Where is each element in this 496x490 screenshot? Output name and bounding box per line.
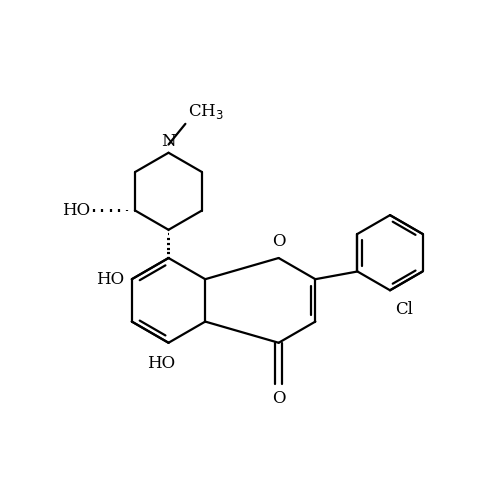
Text: HO: HO bbox=[62, 202, 90, 219]
Text: CH$_3$: CH$_3$ bbox=[188, 102, 224, 122]
Text: O: O bbox=[272, 390, 285, 407]
Text: O: O bbox=[272, 233, 285, 250]
Text: N: N bbox=[161, 133, 176, 150]
Text: HO: HO bbox=[147, 355, 176, 372]
Text: HO: HO bbox=[96, 270, 124, 288]
Text: Cl: Cl bbox=[395, 301, 413, 318]
